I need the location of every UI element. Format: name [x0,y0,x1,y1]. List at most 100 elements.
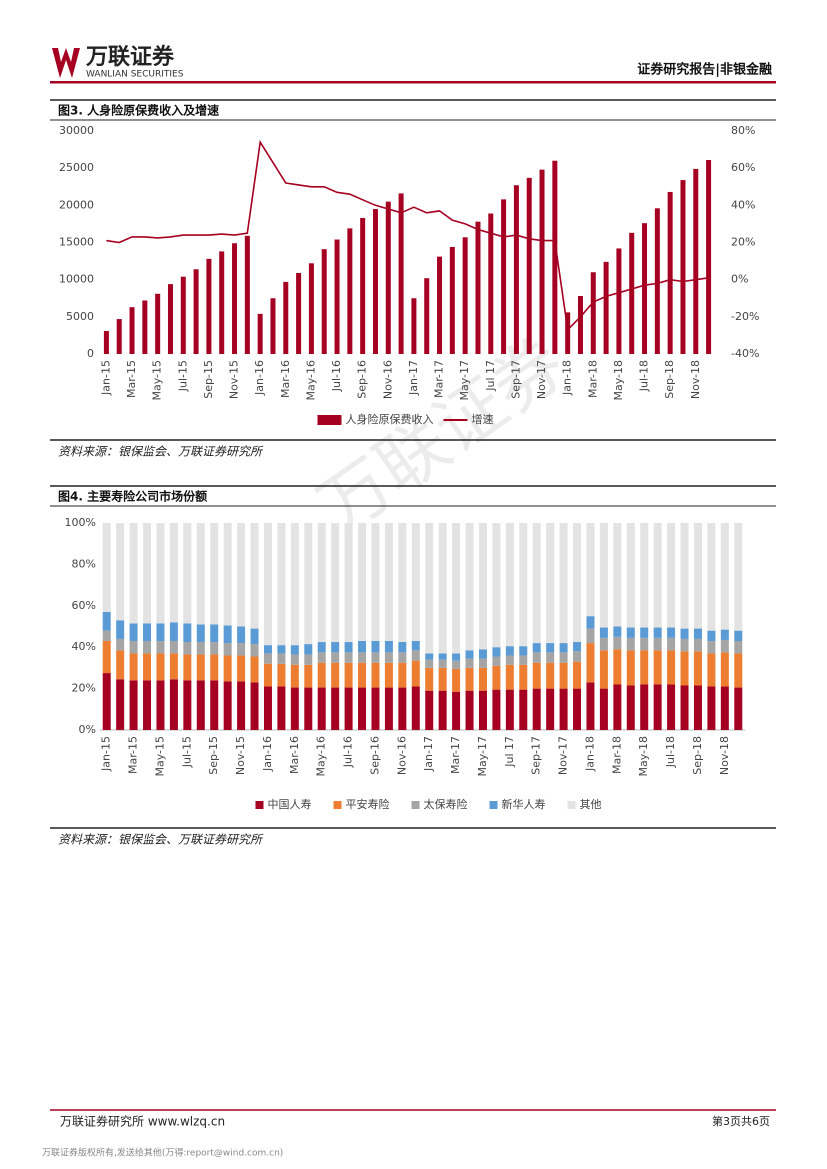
bar-segment [183,654,192,681]
bar [398,193,404,354]
bar-segment [720,639,729,653]
bar-segment [290,687,299,730]
bar-segment [626,650,635,686]
bar-segment [586,616,595,629]
x-tick-label: Sep-17 [530,736,543,775]
bar-segment [183,623,192,643]
bar-segment [532,688,541,730]
y-tick-label: 40% [731,198,755,211]
bar-segment [210,523,219,625]
y-tick-label: 0% [731,273,748,286]
bar-segment [425,667,434,691]
bar [552,160,558,354]
bar-segment [465,658,474,668]
y-tick-label: 80% [72,557,96,570]
x-tick-label: Mar-15 [125,360,138,398]
bar-segment [465,650,474,659]
bar-segment [223,655,232,682]
bar [411,298,417,354]
x-tick-label: Sep-16 [356,360,369,399]
bar-segment [734,653,743,688]
x-tick-label: Jan-15 [100,736,113,772]
bar-segment [116,650,125,680]
bar-segment [438,690,447,730]
bar-segment [384,652,393,663]
y-tick-label: 40% [72,640,96,653]
bar-segment [519,655,528,665]
bar [424,278,430,354]
bar-segment [452,660,461,669]
bar-segment [465,667,474,691]
bar-segment [559,523,568,644]
bar-segment [143,523,152,624]
x-tick-label: Nov-18 [689,360,702,399]
bar-segment [693,638,702,652]
bar-segment [478,649,487,659]
bar-segment [358,652,367,663]
bar-segment [680,685,689,730]
footer-page: 第3页共6页 [712,1114,770,1128]
footer-left: 万联证券研究所 www.wlzq.cn [60,1114,225,1129]
y-tick-label: 10000 [59,273,94,286]
bar-segment [532,523,541,644]
bar [321,249,327,354]
legend-swatch [411,801,420,809]
legend-label: 中国人寿 [268,797,312,811]
bar-segment [384,640,393,653]
bar-segment [707,630,716,641]
bar-segment [169,523,178,623]
bar-segment [398,523,407,643]
bar-segment [344,662,353,688]
bar-segment [438,659,447,668]
bar-segment [250,644,259,657]
bar [437,256,443,354]
y-tick-label: 25000 [59,161,94,174]
bar-segment [371,640,380,653]
bar-segment [680,628,689,639]
bar [155,293,161,354]
y-tick-label: 60% [731,161,755,174]
bar-segment [599,688,608,730]
bar-segment [734,630,743,641]
bar-segment [613,523,622,627]
y-tick-label: 20% [731,236,755,249]
bar-segment [559,643,568,653]
bar-segment [263,686,272,730]
bar-segment [398,687,407,730]
x-tick-label: Sep-18 [691,736,704,775]
bar-segment [532,643,541,653]
figure-title: 图3. 人身险原保费收入及增速 [58,103,219,118]
bar [488,213,494,354]
bar-segment [358,687,367,730]
bar-segment [425,653,434,660]
bar-segment [573,688,582,730]
bar-segment [680,523,689,629]
bar-segment [156,640,165,654]
bar-segment [290,654,299,665]
bar-segment [707,686,716,730]
x-tick-label: Mar-16 [279,360,292,398]
report-type: 证券研究报告|非银金融 [637,62,772,78]
bar-segment [263,645,272,654]
bar-segment [519,646,528,656]
bar [462,237,468,354]
bar-segment [102,523,111,613]
bar-segment [237,643,246,656]
bar-segment [546,688,555,730]
bar-segment [425,690,434,730]
x-tick-label: May-16 [304,360,317,401]
legend-label: 平安寿险 [346,797,390,811]
bar-segment [573,651,582,662]
bar-segment [358,662,367,688]
bar-segment [626,637,635,651]
x-tick-label: Sep-17 [509,360,522,399]
bar-segment [532,652,541,663]
x-tick-label: Nov-16 [395,736,408,775]
bar-segment [263,663,272,687]
bar-segment [720,652,729,687]
bar [654,208,660,354]
bar-segment [667,684,676,730]
x-tick-label: Jan-18 [583,736,596,772]
bar-segment [331,687,340,730]
